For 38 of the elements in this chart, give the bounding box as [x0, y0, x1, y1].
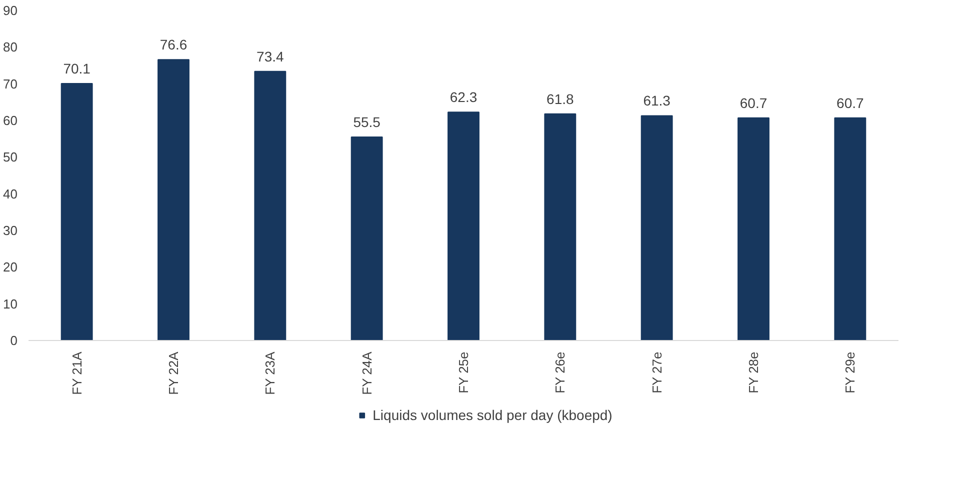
y-tick-label: 60	[3, 113, 18, 128]
y-tick-label: 40	[3, 186, 18, 202]
y-tick-label: 0	[10, 333, 18, 348]
bar	[738, 117, 770, 340]
data-label: 70.1	[63, 60, 91, 76]
bar	[834, 117, 866, 340]
x-tick-label: FY 29e	[842, 352, 858, 394]
y-tick-label: 30	[3, 223, 18, 238]
data-label: 61.3	[643, 92, 671, 109]
y-tick-label: 20	[3, 260, 18, 275]
legend-label: Liquids volumes sold per day (kboepd)	[372, 407, 612, 423]
y-tick-label: 90	[3, 3, 18, 18]
y-tick-label: 50	[3, 150, 18, 165]
data-label: 62.3	[450, 89, 478, 106]
x-tick-label: FY 27e	[649, 352, 664, 394]
data-label: 61.8	[546, 90, 574, 107]
x-tick-label: FY 25e	[456, 352, 471, 394]
bar	[350, 136, 383, 340]
data-label: 73.4	[256, 48, 284, 64]
x-tick-label: FY 24A	[359, 351, 374, 395]
y-tick-label: 10	[3, 296, 18, 312]
bar	[544, 113, 576, 340]
y-tick-label: 70	[3, 76, 18, 92]
data-label: 60.7	[836, 94, 864, 111]
x-tick-label: FY 23A	[262, 351, 278, 395]
bar	[158, 59, 190, 340]
bar	[60, 82, 93, 340]
bar	[448, 112, 480, 340]
data-label: 55.5	[353, 114, 381, 130]
y-tick-label: 80	[3, 40, 18, 55]
data-label: 76.6	[160, 36, 188, 53]
bar	[254, 70, 286, 340]
x-tick-label: FY 21A	[69, 351, 84, 395]
data-label: 60.7	[740, 94, 768, 111]
x-tick-label: FY 28e	[746, 352, 761, 394]
x-tick-label: FY 22A	[166, 351, 181, 395]
bar	[640, 115, 673, 340]
x-tick-label: FY 26e	[552, 352, 568, 394]
